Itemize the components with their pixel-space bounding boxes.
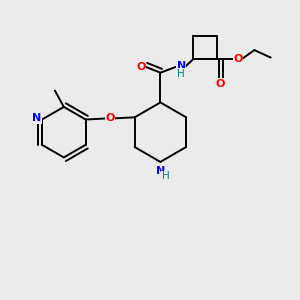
Text: O: O [215,79,225,89]
Text: O: O [233,54,243,64]
Text: H: H [177,69,185,79]
Text: N: N [156,167,165,176]
Text: O: O [136,62,146,72]
Text: O: O [106,113,115,123]
Text: N: N [177,61,186,71]
Text: H: H [162,171,169,181]
Text: N: N [32,113,41,123]
